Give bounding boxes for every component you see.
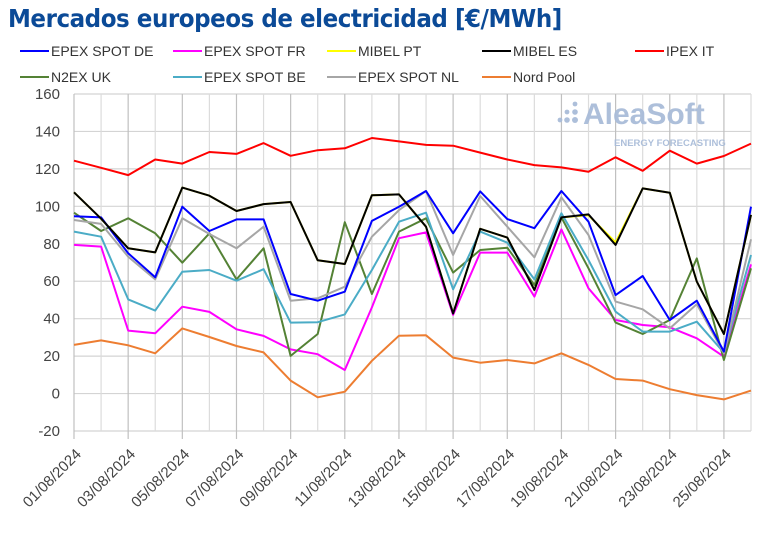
legend-label: Nord Pool xyxy=(513,69,575,85)
legend: EPEX SPOT DE EPEX SPOT FR MIBEL PT MIBEL ES… xyxy=(20,43,715,85)
legend-item: IPEX IT xyxy=(635,43,715,59)
legend-label: MIBEL ES xyxy=(513,43,577,59)
legend-item: EPEX SPOT NL xyxy=(327,69,459,85)
series-lines xyxy=(73,137,752,401)
series-line-nord-pool xyxy=(73,327,752,401)
y-tick-label: 80 xyxy=(43,236,60,253)
logo-dots-icon xyxy=(557,101,578,123)
legend-item: EPEX SPOT BE xyxy=(173,69,306,85)
series-line-epex-spot-de xyxy=(73,190,752,353)
series-line-mibel-es xyxy=(73,186,752,335)
watermark-brand: AleaSoft xyxy=(583,98,705,131)
x-tick-label: 09/08/2024 xyxy=(236,446,301,511)
y-tick-label: -20 xyxy=(38,423,60,440)
series-line-n2ex-uk xyxy=(73,211,752,361)
legend-label: EPEX SPOT DE xyxy=(51,43,153,59)
x-tick-label: 25/08/2024 xyxy=(670,446,735,511)
y-tick-label: 140 xyxy=(35,123,60,140)
legend-label: EPEX SPOT NL xyxy=(358,69,459,85)
legend-label: EPEX SPOT FR xyxy=(204,43,306,59)
y-tick-label: 40 xyxy=(43,311,60,328)
legend-item: MIBEL PT xyxy=(327,43,422,59)
watermark-tagline: ENERGY FORECASTING xyxy=(614,138,726,149)
legend-item: EPEX SPOT FR xyxy=(173,43,306,59)
y-tick-label: 160 xyxy=(35,86,60,103)
y-tick-label: 20 xyxy=(43,348,60,365)
series-line-ipex-it xyxy=(73,137,752,177)
y-tick-label: 0 xyxy=(52,386,60,403)
y-tick-label: 100 xyxy=(35,198,60,215)
legend-label: MIBEL PT xyxy=(358,43,422,59)
watermark-logo: AleaSoft ENERGY FORECASTING xyxy=(557,98,726,149)
legend-item: N2EX UK xyxy=(20,69,112,85)
series-line-epex-spot-fr xyxy=(73,228,752,371)
series-line-epex-spot-nl xyxy=(73,190,752,355)
y-tick-label: 120 xyxy=(35,161,60,178)
chart-title: Mercados europeos de electricidad [€/MWh… xyxy=(8,4,562,33)
legend-label: IPEX IT xyxy=(666,43,715,59)
x-axis: 01/08/202403/08/202405/08/202407/08/2024… xyxy=(20,446,735,511)
y-tick-label: 60 xyxy=(43,273,60,290)
legend-item: Nord Pool xyxy=(482,69,575,85)
legend-item: EPEX SPOT DE xyxy=(20,43,153,59)
y-axis: -20 0 20 40 60 80 100 120 140 160 xyxy=(35,86,60,440)
legend-item: MIBEL ES xyxy=(482,43,577,59)
series-line-epex-spot-be xyxy=(73,211,752,354)
legend-label: N2EX UK xyxy=(51,69,112,85)
grid xyxy=(73,93,752,439)
legend-label: EPEX SPOT BE xyxy=(204,69,306,85)
